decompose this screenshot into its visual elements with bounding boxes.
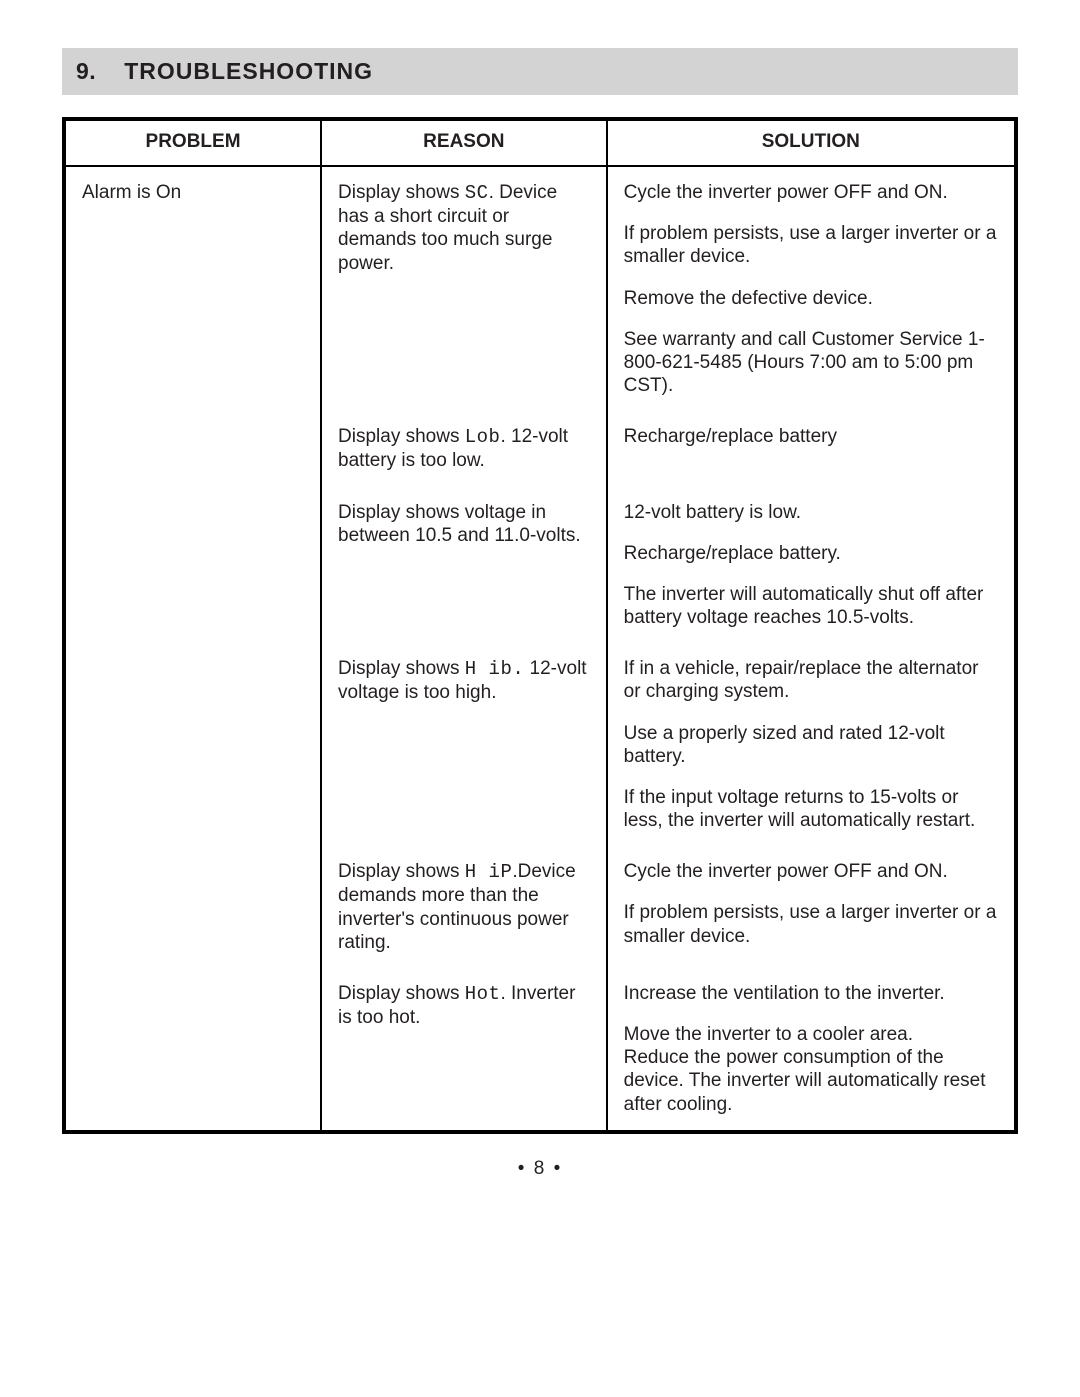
cell-reason: Display shows H ib. 12-volt voltage is t…: [321, 643, 607, 846]
page: 9. TROUBLESHOOTING PROBLEM REASON SOLUTI…: [0, 0, 1080, 1220]
section-title: TROUBLESHOOTING: [124, 58, 373, 85]
cell-reason: Display shows Hot. Inverter is too hot.: [321, 968, 607, 1132]
cell-reason: Display shows SC. Device has a short cir…: [321, 166, 607, 411]
cell-problem: [64, 846, 321, 968]
cell-problem: [64, 643, 321, 846]
page-footer: • 8 •: [62, 1158, 1018, 1180]
cell-problem: [64, 487, 321, 644]
table-row: Display shows Hot. Inverter is too hot. I…: [64, 968, 1016, 1132]
cell-problem: [64, 968, 321, 1132]
cell-solution: Increase the ventilation to the inverter…: [607, 968, 1016, 1132]
solution-paragraph: 12-volt battery is low.: [624, 501, 998, 524]
col-header-reason: REASON: [321, 119, 607, 166]
cell-problem: Alarm is On: [64, 166, 321, 411]
reason-code: H ib.: [465, 658, 525, 680]
reason-prefix: Display shows: [338, 658, 465, 679]
table-header-row: PROBLEM REASON SOLUTION: [64, 119, 1016, 166]
solution-paragraph: If in a vehicle, repair/replace the alte…: [624, 657, 998, 703]
footer-page-number: 8: [534, 1158, 547, 1179]
reason-prefix: Display shows: [338, 426, 465, 447]
solution-paragraph: The inverter will automatically shut off…: [624, 583, 998, 629]
cell-solution: Cycle the inverter power OFF and ON. If p…: [607, 846, 1016, 968]
col-header-solution: SOLUTION: [607, 119, 1016, 166]
solution-paragraph: Cycle the inverter power OFF and ON.: [624, 860, 998, 883]
table-row: Display shows voltage in between 10.5 an…: [64, 487, 1016, 644]
solution-paragraph: If problem persists, use a larger invert…: [624, 222, 998, 268]
solution-paragraph: If the input voltage returns to 15-volts…: [624, 786, 998, 832]
reason-prefix: Display shows: [338, 861, 465, 882]
section-number: 9.: [76, 58, 96, 85]
solution-paragraph: If problem persists, use a larger invert…: [624, 901, 998, 947]
cell-problem: [64, 411, 321, 486]
cell-solution: Cycle the inverter power OFF and ON. If p…: [607, 166, 1016, 411]
solution-paragraph: Recharge/replace battery.: [624, 542, 998, 565]
table-row: Display shows H ib. 12-volt voltage is t…: [64, 643, 1016, 846]
reason-prefix: Display shows: [338, 182, 465, 203]
cell-solution: Recharge/replace battery: [607, 411, 1016, 486]
table-row: Display shows Lob. 12-volt battery is to…: [64, 411, 1016, 486]
table-row: Display shows H iP.Device demands more t…: [64, 846, 1016, 968]
reason-prefix: Display shows: [338, 983, 465, 1004]
reason-code: Lob: [465, 426, 501, 448]
cell-reason: Display shows H iP.Device demands more t…: [321, 846, 607, 968]
cell-solution: 12-volt battery is low. Recharge/replace …: [607, 487, 1016, 644]
solution-paragraph: Cycle the inverter power OFF and ON.: [624, 181, 998, 204]
section-heading-bar: 9. TROUBLESHOOTING: [62, 48, 1018, 95]
solution-paragraph: Move the inverter to a cooler area.Reduc…: [624, 1023, 998, 1116]
footer-bullet-left: •: [518, 1158, 527, 1179]
solution-paragraph: Recharge/replace battery: [624, 425, 998, 448]
cell-reason: Display shows voltage in between 10.5 an…: [321, 487, 607, 644]
reason-code: H iP: [465, 861, 513, 883]
solution-paragraph: See warranty and call Customer Service 1…: [624, 328, 998, 398]
col-header-problem: PROBLEM: [64, 119, 321, 166]
solution-paragraph: Increase the ventilation to the inverter…: [624, 982, 998, 1005]
table-row: Alarm is OnDisplay shows SC. Device has …: [64, 166, 1016, 411]
table-body: Alarm is OnDisplay shows SC. Device has …: [64, 166, 1016, 1132]
cell-reason: Display shows Lob. 12-volt battery is to…: [321, 411, 607, 486]
solution-paragraph: Remove the defective device.: [624, 287, 998, 310]
footer-bullet-right: •: [554, 1158, 563, 1179]
solution-paragraph: Use a properly sized and rated 12-volt b…: [624, 722, 998, 768]
reason-code: Hot: [465, 983, 501, 1005]
reason-code: SC: [465, 182, 489, 204]
cell-solution: If in a vehicle, repair/replace the alte…: [607, 643, 1016, 846]
troubleshooting-table: PROBLEM REASON SOLUTION Alarm is OnDispl…: [62, 117, 1018, 1134]
